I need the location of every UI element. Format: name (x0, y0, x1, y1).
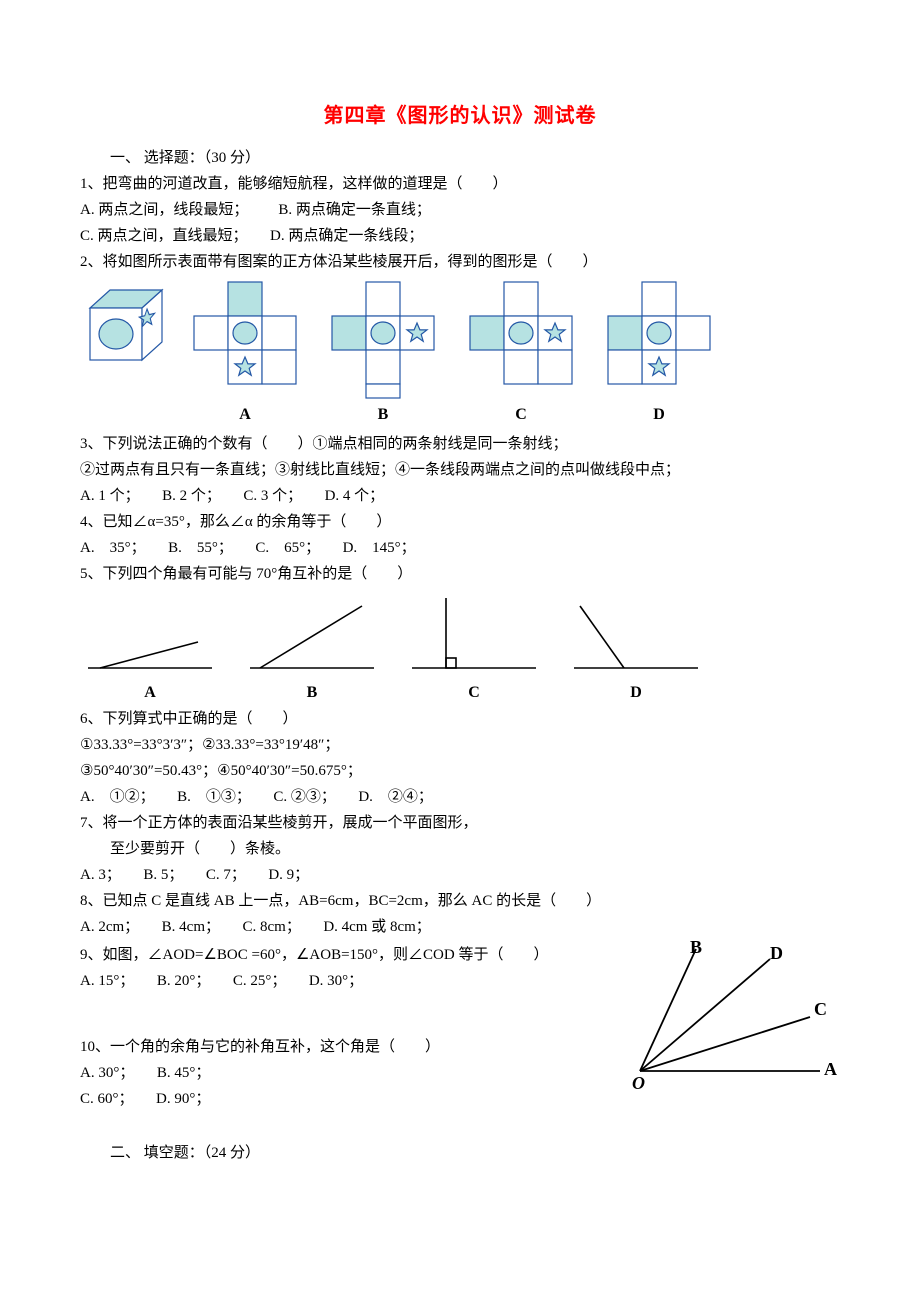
q5-angle-a: A (80, 592, 220, 706)
q2-label-c: C (456, 402, 586, 428)
q9-label-c: C (814, 999, 827, 1019)
q2-label-a: A (180, 402, 310, 428)
q2-figures-row: A B (80, 280, 840, 428)
q9-stem: 9、如图，∠AOD=∠BOC =60°，∠AOB=150°，则∠COD 等于（ … (80, 943, 590, 967)
q8-stem: 8、已知点 C 是直线 AB 上一点，AB=6cm，BC=2cm，那么 AC 的… (80, 889, 840, 913)
section-2-head: 二、 填空题：（24 分） (80, 1141, 840, 1165)
q6-l1: ①33.33°=33°3′3″；②33.33°=33°19′48″； (80, 733, 840, 757)
q2-net-d: D (594, 280, 724, 428)
q3-opts: A. 1 个； B. 2 个； C. 3 个； D. 4 个； (80, 484, 840, 508)
q9-q10-row: 9、如图，∠AOD=∠BOC =60°，∠AOB=150°，则∠COD 等于（ … (80, 941, 840, 1113)
q9-opts: A. 15°； B. 20°； C. 25°； D. 30°； (80, 969, 590, 993)
q10-stem: 10、一个角的余角与它的补角互补，这个角是（ ） (80, 1035, 590, 1059)
q6-stem: 6、下列算式中正确的是（ ） (80, 707, 840, 731)
q4-stem: 4、已知∠α=35°，那么∠α 的余角等于（ ） (80, 510, 840, 534)
q5-label-a: A (80, 680, 220, 706)
section-1-head: 一、 选择题：（30 分） (80, 146, 840, 170)
q1-opt-b: B. 两点确定一条直线； (278, 202, 431, 218)
q5-stem: 5、下列四个角最有可能与 70°角互补的是（ ） (80, 562, 840, 586)
q2-label-d: D (594, 402, 724, 428)
q10-opts-cd: C. 60°； D. 90°； (80, 1087, 590, 1111)
q2-net-b: B (318, 280, 448, 428)
q5-label-b: B (242, 680, 382, 706)
q4-opts: A. 35°； B. 55°； C. 65°； D. 145°； (80, 536, 840, 560)
q1-line-ab: A. 两点之间，线段最短； B. 两点确定一条直线； (80, 198, 840, 222)
q3-line2: ②过两点有且只有一条直线；③射线比直线短；④一条线段两端点之间的点叫做线段中点； (80, 458, 840, 482)
page-title: 第四章《图形的认识》测试卷 (80, 100, 840, 132)
q10-opts-ab: A. 30°； B. 45°； (80, 1061, 590, 1085)
q3-stem: 3、下列说法正确的个数有（ ）①端点相同的两条射线是同一条射线； (80, 432, 840, 456)
q1-stem: 1、把弯曲的河道改直，能够缩短航程，这样做的道理是（ ） (80, 172, 840, 196)
q1-opt-c: C. 两点之间，直线最短； (80, 228, 248, 244)
q5-figures-row: A B C D (80, 592, 840, 706)
q1-opt-d: D. 两点确定一条线段； (270, 228, 423, 244)
q2-net-c: C (456, 280, 586, 428)
q5-angle-d: D (566, 592, 706, 706)
q5-label-d: D (566, 680, 706, 706)
q9-label-a: A (824, 1059, 837, 1079)
q7-stem: 7、将一个正方体的表面沿某些棱剪开，展成一个平面图形， (80, 811, 840, 835)
q6-opts: A. ①②； B. ①③； C. ②③； D. ②④； (80, 785, 840, 809)
q1-line-cd: C. 两点之间，直线最短； D. 两点确定一条线段； (80, 224, 840, 248)
q9-figure: O A C D B (610, 941, 840, 1091)
q5-angle-c: C (404, 592, 544, 706)
q9-label-b: B (690, 941, 702, 957)
q2-label-b: B (318, 402, 448, 428)
q5-angle-b: B (242, 592, 382, 706)
q2-cube (80, 280, 172, 388)
q9-label-o: O (632, 1073, 645, 1091)
q7-opts: A. 3； B. 5； C. 7； D. 9； (80, 863, 840, 887)
q5-label-c: C (404, 680, 544, 706)
q6-l2: ③50°40′30″=50.43°；④50°40′30″=50.675°； (80, 759, 840, 783)
q9-label-d: D (770, 943, 783, 963)
q8-opts: A. 2cm； B. 4cm； C. 8cm； D. 4cm 或 8cm； (80, 915, 840, 939)
q2-stem: 2、将如图所示表面带有图案的正方体沿某些棱展开后，得到的图形是（ ） (80, 250, 840, 274)
q2-net-a: A (180, 280, 310, 428)
q1-opt-a: A. 两点之间，线段最短； (80, 202, 248, 218)
q7-l2: 至少要剪开（ ）条棱。 (80, 837, 840, 861)
